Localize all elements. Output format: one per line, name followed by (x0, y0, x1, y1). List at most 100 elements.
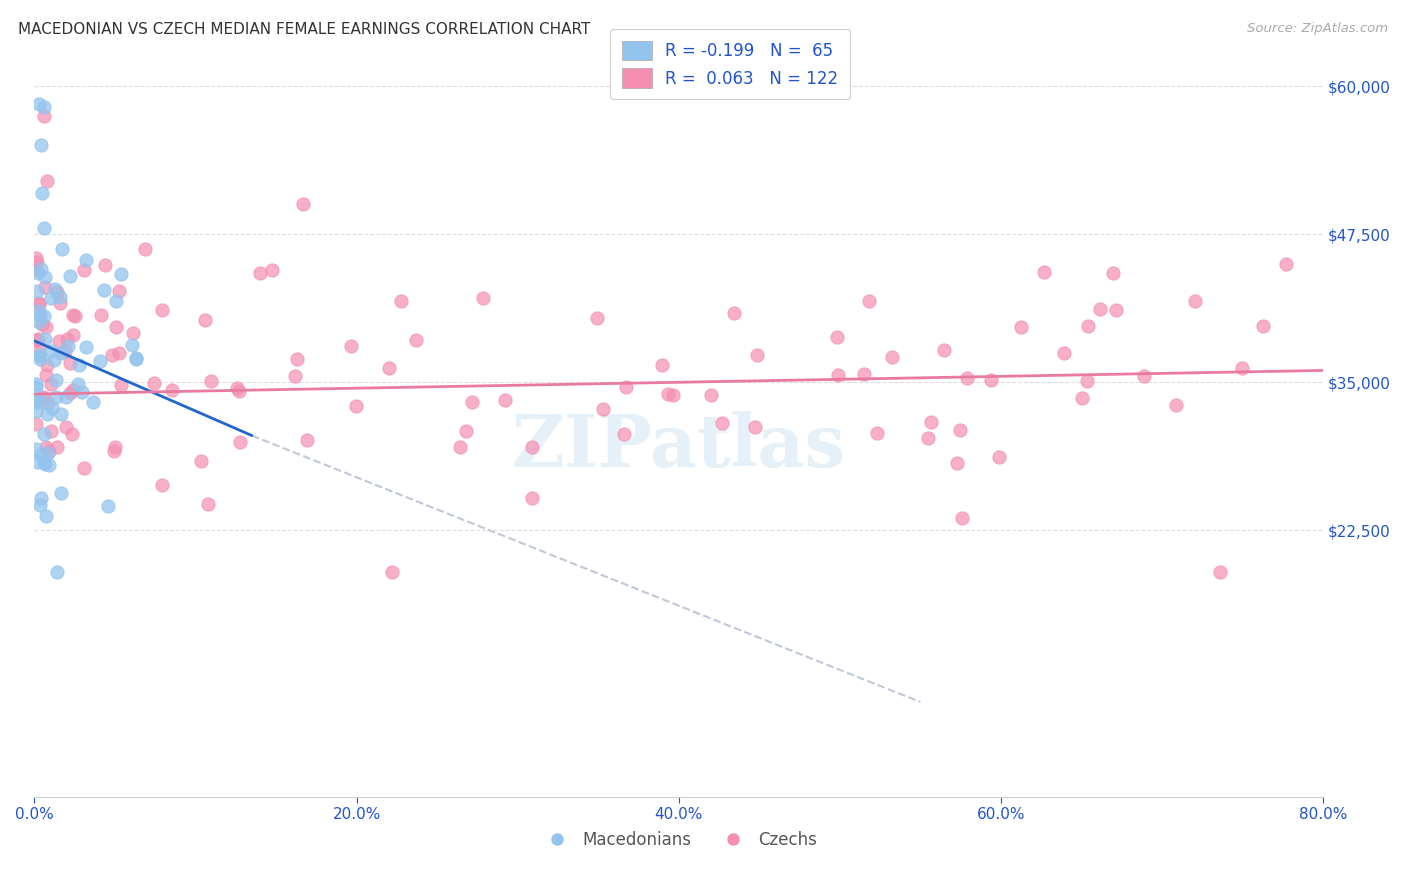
Point (662, 387, 685, 401)
Point (59, 268, 82, 283)
Point (62, 328, 84, 343)
Point (744, 420, 766, 434)
Point (377, 360, 399, 375)
Point (700, 388, 723, 402)
Point (59, 356, 82, 370)
Point (449, 440, 471, 454)
Point (104, 293, 127, 308)
Point (346, 399, 368, 413)
Point (1274, 257, 1296, 271)
Point (94, 258, 117, 272)
Point (32, 390, 55, 404)
Point (34, 458, 56, 472)
Point (882, 351, 904, 365)
Point (122, 326, 145, 340)
Text: Source: ZipAtlas.com: Source: ZipAtlas.com (1247, 22, 1388, 36)
Point (295, 433, 318, 447)
Point (37, 174, 59, 188)
Point (30, 138, 52, 153)
Point (49, 296, 72, 310)
Point (747, 348, 769, 362)
Point (1184, 293, 1206, 308)
Point (35, 319, 58, 334)
Point (35, 368, 58, 382)
Point (37, 446, 59, 460)
Point (35, 508, 58, 523)
Point (49, 486, 72, 500)
Point (134, 242, 156, 256)
Point (28, 315, 51, 329)
Point (32, 221, 55, 235)
Point (104, 440, 127, 454)
Point (28, 295, 51, 310)
Point (110, 378, 132, 392)
Point (30, 261, 52, 276)
Point (25, 376, 48, 391)
Point (391, 293, 413, 308)
Point (28, 340, 51, 354)
Point (45, 391, 67, 405)
Point (866, 425, 889, 440)
Point (292, 197, 315, 211)
Point (30, 351, 52, 366)
Point (614, 380, 637, 394)
Point (25, 252, 48, 266)
Point (613, 427, 636, 442)
Point (32, 395, 55, 409)
Point (37, 359, 59, 373)
Point (522, 491, 544, 506)
Point (1132, 369, 1154, 384)
Point (53, 343, 76, 358)
Point (124, 351, 146, 365)
Point (46, 285, 69, 300)
Point (852, 367, 875, 381)
Point (59, 385, 82, 400)
Point (1076, 318, 1098, 333)
Point (456, 425, 478, 439)
Point (110, 267, 132, 281)
Point (30, 348, 52, 362)
Point (27, 284, 49, 298)
Point (28, 304, 51, 318)
Point (381, 565, 404, 579)
Point (28, 297, 51, 311)
Point (125, 351, 148, 366)
Point (917, 431, 939, 445)
Point (1101, 266, 1123, 280)
Point (825, 330, 848, 344)
Point (63, 310, 86, 324)
Point (45, 373, 67, 387)
Point (1105, 303, 1128, 318)
Point (41, 424, 63, 438)
Point (67, 358, 90, 372)
Point (37, 407, 59, 421)
Point (200, 374, 222, 388)
Point (103, 444, 125, 458)
Point (249, 266, 271, 280)
Point (858, 294, 880, 309)
Point (711, 416, 734, 430)
Point (285, 351, 308, 366)
Point (229, 435, 252, 450)
Point (30, 308, 52, 322)
Point (494, 392, 516, 407)
Point (25, 442, 48, 457)
Point (25, 417, 48, 431)
Point (97, 500, 120, 514)
Point (93, 283, 115, 297)
Point (44, 282, 66, 296)
Point (121, 338, 143, 352)
Point (34, 309, 56, 323)
Point (31, 317, 53, 331)
Point (62, 308, 84, 322)
Point (1208, 565, 1230, 579)
Point (73, 460, 96, 475)
Point (657, 387, 679, 401)
Point (723, 306, 745, 320)
Point (946, 457, 969, 471)
Point (25, 255, 48, 269)
Point (28, 97, 51, 112)
Point (56, 338, 79, 352)
Point (73, 263, 96, 277)
Point (107, 346, 129, 360)
